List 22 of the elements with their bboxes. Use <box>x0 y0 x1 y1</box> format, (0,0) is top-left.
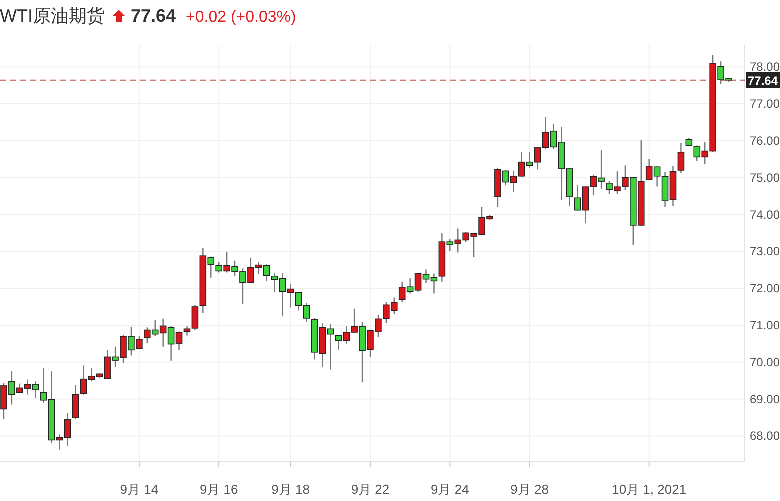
x-tick-label: 9月 28 <box>510 482 549 497</box>
y-tick-label: 77.00 <box>750 97 780 112</box>
y-tick-label: 73.00 <box>750 244 780 259</box>
y-tick-label: 74.00 <box>750 208 780 222</box>
y-tick-label: 71.00 <box>750 318 780 332</box>
y-tick-label: 72.00 <box>750 282 780 296</box>
x-tick-label: 9月 18 <box>272 482 310 497</box>
ref-line-label: 77.64 <box>748 74 778 88</box>
title: WTI原油期货 <box>0 6 105 26</box>
y-tick-label: 68.00 <box>750 429 780 444</box>
y-tick-label: 69.00 <box>750 392 780 406</box>
y-tick-label: 70.00 <box>750 355 780 370</box>
x-tick-label: 9月 22 <box>351 482 390 497</box>
y-tick-label: 75.00 <box>750 170 780 185</box>
text: +0.02 (+0.03%) <box>186 9 296 26</box>
x-tick-label: 10月 1, 2021 <box>612 482 687 497</box>
y-tick-label: 78.00 <box>750 60 780 74</box>
x-tick-label: 9月 24 <box>431 482 470 497</box>
y-tick-label: 76.00 <box>750 134 780 148</box>
x-tick-label: 9月 16 <box>200 482 238 497</box>
x-tick-label: 9月 14 <box>120 482 159 497</box>
text: 77.64 <box>131 6 176 26</box>
